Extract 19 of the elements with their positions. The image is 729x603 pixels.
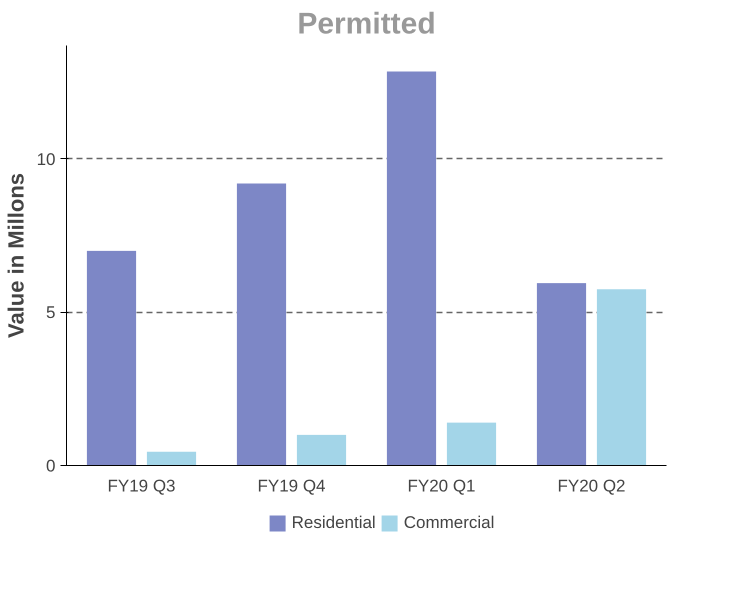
bar bbox=[146, 452, 196, 466]
bar bbox=[536, 283, 586, 466]
bar bbox=[296, 434, 346, 466]
y-tick-label: 10 bbox=[36, 150, 56, 169]
x-tick-label: FY20 Q2 bbox=[557, 476, 626, 496]
y-tick-label: 5 bbox=[46, 303, 56, 322]
y-axis-title: Value in Millons bbox=[4, 172, 29, 338]
bar bbox=[446, 422, 496, 466]
x-tick-label: FY19 Q4 bbox=[257, 476, 326, 496]
bar bbox=[386, 72, 436, 466]
x-tick-label: FY19 Q3 bbox=[107, 476, 176, 496]
chart-title: Permitted bbox=[297, 8, 436, 40]
bar bbox=[596, 289, 646, 466]
legend-label: Residential bbox=[292, 513, 376, 533]
bar bbox=[236, 183, 286, 466]
y-tick-label: 0 bbox=[46, 456, 56, 476]
x-tick-label: FY20 Q1 bbox=[407, 476, 476, 496]
legend-label: Commercial bbox=[404, 513, 494, 533]
bar bbox=[86, 250, 136, 466]
